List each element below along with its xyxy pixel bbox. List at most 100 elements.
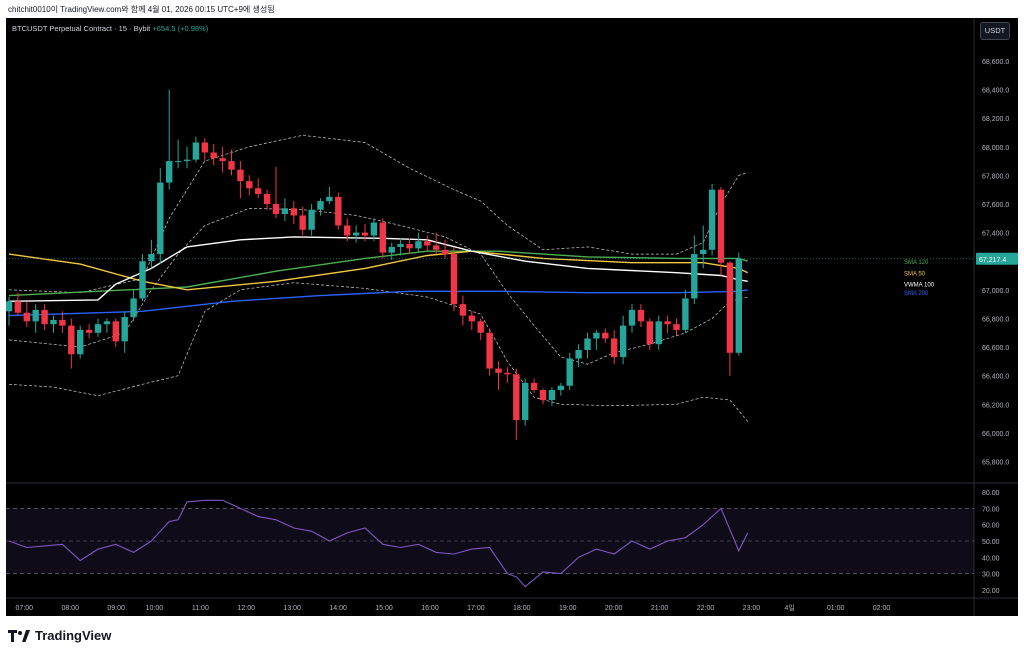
rsi-tick-label: 60.00 [982,523,1000,530]
time-tick-label: 14:00 [329,605,347,612]
candle-body [539,390,547,401]
time-tick-label: 16:00 [421,605,439,612]
candle-body [388,246,395,253]
candle-body [477,321,484,333]
candle-body [566,358,573,386]
candle-body [246,181,253,189]
candle-body [130,298,137,318]
candle-body [121,317,128,342]
candle-body [691,254,698,299]
candle-body [530,382,538,390]
candle-body [433,245,440,250]
symbol-info: BTCUSDT Perpetual Contract · 15 · Bybit … [12,24,208,33]
time-tick-label: 15:00 [375,605,393,612]
watermark-header: chitchit0010이 TradingView.com와 함께 4월 01,… [8,5,275,14]
candle-body [495,368,502,373]
candle-body [14,301,22,313]
time-tick-label: 01:00 [827,605,845,612]
chart-panel[interactable]: 65,800.0 66,000.0 66,200.0 66,400.0 66,600.0… [6,18,1018,616]
candle-body [237,169,244,182]
time-tick-label: 11:00 [192,605,209,612]
candle-body [272,204,280,215]
candle-body [299,215,306,230]
candle-body [611,338,618,358]
candle-body [103,321,111,325]
chart-svg[interactable]: 65,800.0 66,000.0 66,200.0 66,400.0 66,600.0… [6,18,1018,616]
candle-body [602,332,609,339]
candle-body [192,142,200,160]
candle-body [664,321,671,325]
candle-body [201,142,208,153]
candle-body [77,329,84,355]
overlay-label: SMA 50 [904,272,926,278]
candle-body [174,161,182,163]
price-tick-label: 68,600.0 [982,59,1009,66]
time-tick-label: 18:00 [513,605,531,612]
candle-body [619,325,627,358]
time-tick-label: 17:00 [467,605,485,612]
rsi-line [8,499,749,588]
rsi-tick-label: 70.00 [982,506,1000,513]
rsi-tick-label: 80.00 [982,490,1000,497]
symbol-name: BTCUSDT Perpetual Contract · 15 · Bybit [12,24,151,33]
candle-body [655,321,662,345]
price-tick-label: 67,400.0 [982,231,1009,238]
candle-body [593,332,600,339]
candle-body [308,209,315,230]
time-tick-label: 10:00 [146,605,164,612]
time-tick-label: 23:00 [743,605,761,612]
candle-body [700,249,707,255]
candle-body [379,222,386,253]
bollinger-upper [8,134,748,294]
candle-body [513,374,520,421]
candle-body [708,189,716,250]
price-tick-label: 66,200.0 [982,402,1009,409]
time-tick-label: 21:00 [651,605,669,612]
price-tick-label: 65,800.0 [982,460,1009,467]
candle-body [59,319,66,326]
time-tick-label: 20:00 [605,605,623,612]
time-tick-label: 08:00 [61,605,79,612]
time-tick-label: 09:00 [107,605,125,612]
candle-body [406,244,413,249]
candle-body [210,152,217,159]
tradingview-logo: TradingView [8,628,111,643]
currency-button[interactable]: USDT [980,22,1010,40]
candle-body [32,309,39,322]
candle-body [183,159,191,162]
price-tick-label: 66,000.0 [982,431,1009,438]
candle-body [548,390,556,401]
bollinger-lower [8,282,748,422]
candle-body [682,298,689,330]
candle-body [139,261,146,299]
candle-body [361,232,369,236]
candle-body [50,319,57,325]
candle-body [459,304,467,316]
candle-body [112,321,119,342]
price-tick-label: 67,600.0 [982,202,1009,209]
time-tick-label: 07:00 [16,605,34,612]
last-price-label: 67,217.4 [979,257,1006,264]
candle-body [726,262,734,353]
time-tick-label: 19:00 [559,605,577,612]
brand-name: TradingView [35,628,112,643]
candle-body [397,244,404,247]
overlay-sma-120 [8,250,748,297]
price-tick-label: 68,400.0 [982,88,1009,95]
candle-body [441,249,449,255]
candle-body [281,208,289,215]
time-tick-label: 12:00 [238,605,256,612]
candle-body [68,325,75,355]
candle-body [255,188,262,194]
candle-body [735,258,742,353]
candle-body [673,324,680,330]
candle-body [450,254,458,305]
rsi-tick-label: 30.00 [982,572,1000,579]
candle-body [468,315,475,322]
price-tick-label: 67,000.0 [982,288,1009,295]
candle-body [504,372,511,375]
candle-body [717,189,725,263]
price-tick-label: 66,400.0 [982,374,1009,381]
price-tick-label: 68,200.0 [982,116,1009,123]
candle-body [486,332,493,369]
